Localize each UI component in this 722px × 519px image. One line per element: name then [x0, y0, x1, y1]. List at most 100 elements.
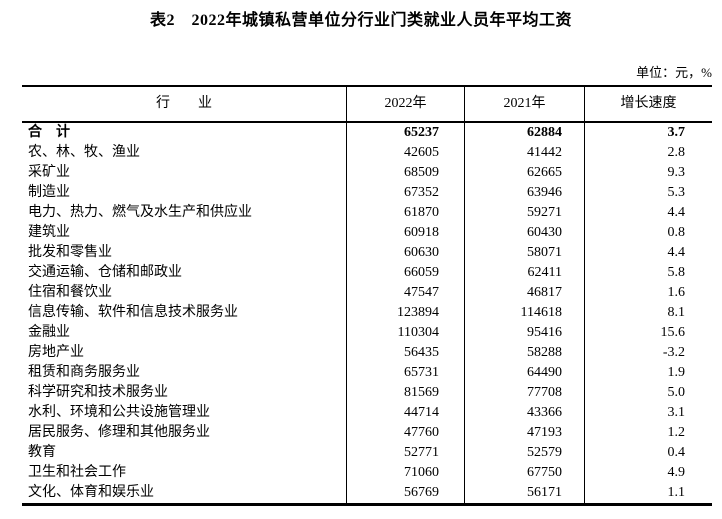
value-2022-cell: 52771: [347, 443, 465, 463]
growth-rate-cell: 4.4: [667, 205, 686, 220]
growth-rate-cell: 3.1: [667, 405, 686, 420]
value-2021-cell: 62411: [465, 263, 585, 283]
header-growth: 增长速度: [620, 96, 677, 111]
industry-cell: 交通运输、仓储和邮政业: [22, 263, 347, 283]
value-2021-cell: 41442: [465, 143, 585, 163]
table-row: 信息传输、软件和信息技术服务业 123894 114618 8.1: [22, 303, 712, 323]
table-row: 交通运输、仓储和邮政业 66059 62411 5.8: [22, 263, 712, 283]
growth-rate-cell: 9.3: [667, 165, 686, 180]
value-2022-cell: 81569: [347, 383, 465, 403]
growth-rate-cell: 5.0: [667, 385, 686, 400]
growth-rate-cell: 5.8: [667, 265, 686, 280]
table-row: 文化、体育和娱乐业 56769 56171 1.1: [22, 483, 712, 503]
value-2021-cell: 52579: [465, 443, 585, 463]
table-row: 建筑业 60918 60430 0.8: [22, 223, 712, 243]
industry-cell: 文化、体育和娱乐业: [22, 483, 347, 503]
industry-cell: 合 计: [22, 123, 347, 143]
industry-cell: 科学研究和技术服务业: [22, 383, 347, 403]
header-2021: 2021年: [465, 87, 585, 121]
value-2021-cell: 60430: [465, 223, 585, 243]
value-2021-cell: 64490: [465, 363, 585, 383]
value-2021-cell: 58288: [465, 343, 585, 363]
table-row: 科学研究和技术服务业 81569 77708 5.0: [22, 383, 712, 403]
value-2022-cell: 44714: [347, 403, 465, 423]
industry-cell: 租赁和商务服务业: [22, 363, 347, 383]
value-2022-cell: 47760: [347, 423, 465, 443]
value-2021-cell: 95416: [465, 323, 585, 343]
table-header-row: 行 业 2022年 2021年 增长速度: [22, 87, 712, 123]
industry-cell: 水利、环境和公共设施管理业: [22, 403, 347, 423]
table-row: 房地产业 56435 58288 -3.2: [22, 343, 712, 363]
growth-rate-cell: 8.1: [667, 305, 686, 320]
table-row: 批发和零售业 60630 58071 4.4: [22, 243, 712, 263]
value-2021-cell: 62884: [465, 123, 585, 143]
value-2021-cell: 43366: [465, 403, 585, 423]
industry-cell: 批发和零售业: [22, 243, 347, 263]
value-2022-cell: 60630: [347, 243, 465, 263]
table-row: 住宿和餐饮业 47547 46817 1.6: [22, 283, 712, 303]
value-2022-cell: 56435: [347, 343, 465, 363]
value-2021-cell: 63946: [465, 183, 585, 203]
header-2022: 2022年: [347, 87, 465, 121]
industry-cell: 房地产业: [22, 343, 347, 363]
value-2022-cell: 47547: [347, 283, 465, 303]
value-2022-cell: 56769: [347, 483, 465, 503]
table-row: 金融业 110304 95416 15.6: [22, 323, 712, 343]
table-body: 合 计 65237 62884 3.7 农、林、牧、渔业 42605 41442 2.8 采矿业…: [22, 123, 712, 503]
value-2021-cell: 47193: [465, 423, 585, 443]
growth-rate-cell: 5.3: [667, 185, 686, 200]
value-2021-cell: 59271: [465, 203, 585, 223]
growth-rate-cell: 1.2: [667, 425, 686, 440]
value-2021-cell: 46817: [465, 283, 585, 303]
table-row: 采矿业 68509 62665 9.3: [22, 163, 712, 183]
industry-cell: 居民服务、修理和其他服务业: [22, 423, 347, 443]
industry-cell: 金融业: [22, 323, 347, 343]
industry-cell: 电力、热力、燃气及水生产和供应业: [22, 203, 347, 223]
growth-rate-cell: 1.9: [667, 365, 686, 380]
growth-rate-cell: 15.6: [660, 325, 686, 340]
table-row: 电力、热力、燃气及水生产和供应业 61870 59271 4.4: [22, 203, 712, 223]
growth-rate-cell: 0.8: [667, 225, 686, 240]
growth-rate-cell: 1.6: [667, 285, 686, 300]
value-2022-cell: 71060: [347, 463, 465, 483]
table-row: 居民服务、修理和其他服务业 47760 47193 1.2: [22, 423, 712, 443]
table-row: 卫生和社会工作 71060 67750 4.9: [22, 463, 712, 483]
table-row: 租赁和商务服务业 65731 64490 1.9: [22, 363, 712, 383]
value-2021-cell: 62665: [465, 163, 585, 183]
unit-label: 单位：元，%: [636, 65, 712, 80]
growth-rate-cell: 0.4: [667, 445, 686, 460]
industry-cell: 建筑业: [22, 223, 347, 243]
value-2021-cell: 56171: [465, 483, 585, 503]
value-2022-cell: 60918: [347, 223, 465, 243]
value-2021-cell: 58071: [465, 243, 585, 263]
value-2022-cell: 123894: [347, 303, 465, 323]
value-2022-cell: 110304: [347, 323, 465, 343]
industry-cell: 制造业: [22, 183, 347, 203]
wage-table: 行 业 2022年 2021年 增长速度 合 计 65237 62884 3.7 农、林…: [22, 85, 712, 506]
industry-cell: 采矿业: [22, 163, 347, 183]
table-row: 制造业 67352 63946 5.3: [22, 183, 712, 203]
growth-rate-cell: 3.7: [667, 125, 686, 140]
growth-rate-cell: -3.2: [662, 345, 685, 360]
table-title: 表2 2022年城镇私营单位分行业门类就业人员年平均工资: [149, 12, 572, 29]
value-2021-cell: 77708: [465, 383, 585, 403]
industry-cell: 卫生和社会工作: [22, 463, 347, 483]
growth-rate-cell: 4.9: [667, 465, 686, 480]
industry-cell: 农、林、牧、渔业: [22, 143, 347, 163]
value-2022-cell: 65731: [347, 363, 465, 383]
industry-cell: 教育: [22, 443, 347, 463]
table-row: 农、林、牧、渔业 42605 41442 2.8: [22, 143, 712, 163]
value-2022-cell: 42605: [347, 143, 465, 163]
value-2022-cell: 67352: [347, 183, 465, 203]
header-industry: 行 业: [22, 87, 347, 121]
table-row: 教育 52771 52579 0.4: [22, 443, 712, 463]
value-2021-cell: 67750: [465, 463, 585, 483]
industry-cell: 住宿和餐饮业: [22, 283, 347, 303]
value-2022-cell: 68509: [347, 163, 465, 183]
table-row: 水利、环境和公共设施管理业 44714 43366 3.1: [22, 403, 712, 423]
growth-rate-cell: 4.4: [667, 245, 686, 260]
table-row: 合 计 65237 62884 3.7: [22, 123, 712, 143]
value-2021-cell: 114618: [465, 303, 585, 323]
value-2022-cell: 66059: [347, 263, 465, 283]
growth-rate-cell: 2.8: [667, 145, 686, 160]
